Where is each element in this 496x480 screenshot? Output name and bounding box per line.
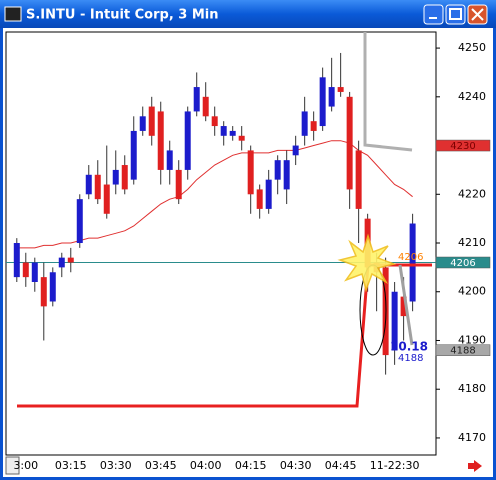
x-tick-label: 3:00 [13,459,38,472]
scroll-right-arrow[interactable] [468,460,482,472]
moving-average [16,140,413,249]
candle-body [94,174,101,200]
candle-body [13,243,20,278]
candle-body [265,179,272,209]
candle-body [40,277,47,307]
candle-body [319,77,326,127]
candle-body [283,160,290,190]
candle-body [103,184,110,214]
candle-body [76,199,83,244]
candle-body [355,150,362,209]
candle-body [301,111,308,136]
annotation: 10.18 [390,340,428,354]
candle-body [58,257,65,268]
y-tick-label: 4240 [458,90,486,103]
x-tick-label: 03:15 [55,459,87,472]
candle-body [256,189,263,209]
x-tick-label: 04:15 [235,459,267,472]
candle-body [202,96,209,117]
candle-body [391,291,398,351]
y-tick-label: 4170 [458,431,486,444]
y-tick-label: 4190 [458,333,486,346]
y-tick-label: 4180 [458,382,486,395]
close-glyph [471,8,484,21]
candle-body [166,150,173,170]
candle-body [346,96,353,190]
candle-body [220,126,227,136]
candle-body [184,111,191,170]
candle-body [148,106,155,136]
candle-body [85,174,92,195]
level-label: 4206 [450,258,475,269]
alert-burst [337,233,397,293]
annotation: 4188 [398,353,423,364]
candle-body [337,87,344,92]
candle-body [292,145,299,156]
title-bar [0,0,496,28]
candle-body [310,121,317,131]
x-tick-label: 03:30 [100,459,132,472]
candle-body [229,130,236,136]
candle-body [112,169,119,185]
projection-line [398,264,414,346]
y-tick-label: 4210 [458,236,486,249]
candle-body [193,87,200,112]
y-tick-label: 4200 [458,285,486,298]
minimize-glyph [429,17,437,19]
candle-body [400,296,407,317]
window-title: S.INTU - Intuit Corp, 3 Min [26,8,219,23]
candle-body [157,111,164,170]
y-tick-label: 4220 [458,187,486,200]
level-box [435,139,491,152]
candle-body [67,257,74,263]
candle-body [247,150,254,195]
candle-body [49,272,56,302]
candle-body [211,116,218,127]
maximize-glyph [449,8,462,20]
minimize-button[interactable] [423,4,444,25]
level-label: 4230 [450,141,475,152]
x-tick-label: 03:45 [145,459,177,472]
level-box [435,344,491,356]
x-tick-label: 04:30 [280,459,312,472]
x-tick-label: 11-22:30 [370,459,420,472]
candle-body [274,160,281,180]
scroll-left[interactable] [5,456,20,475]
level-box [435,256,491,269]
candle-body [22,262,29,278]
candle-body [130,130,137,180]
candle-body [238,135,245,141]
level-label: 4188 [450,346,475,357]
y-tick-label: 4250 [458,41,486,54]
x-tick-label: 04:00 [190,459,222,472]
maximize-button[interactable] [445,4,466,25]
x-tick-label: 04:45 [325,459,357,472]
target-line [363,32,413,152]
candle-body [409,223,416,302]
candle-body [328,87,335,107]
annotation: 4206 [398,252,423,263]
candle-body [139,116,146,131]
candle-body [31,262,38,282]
candle-body [121,165,128,190]
candle-body [175,169,182,200]
app-icon [4,6,22,22]
